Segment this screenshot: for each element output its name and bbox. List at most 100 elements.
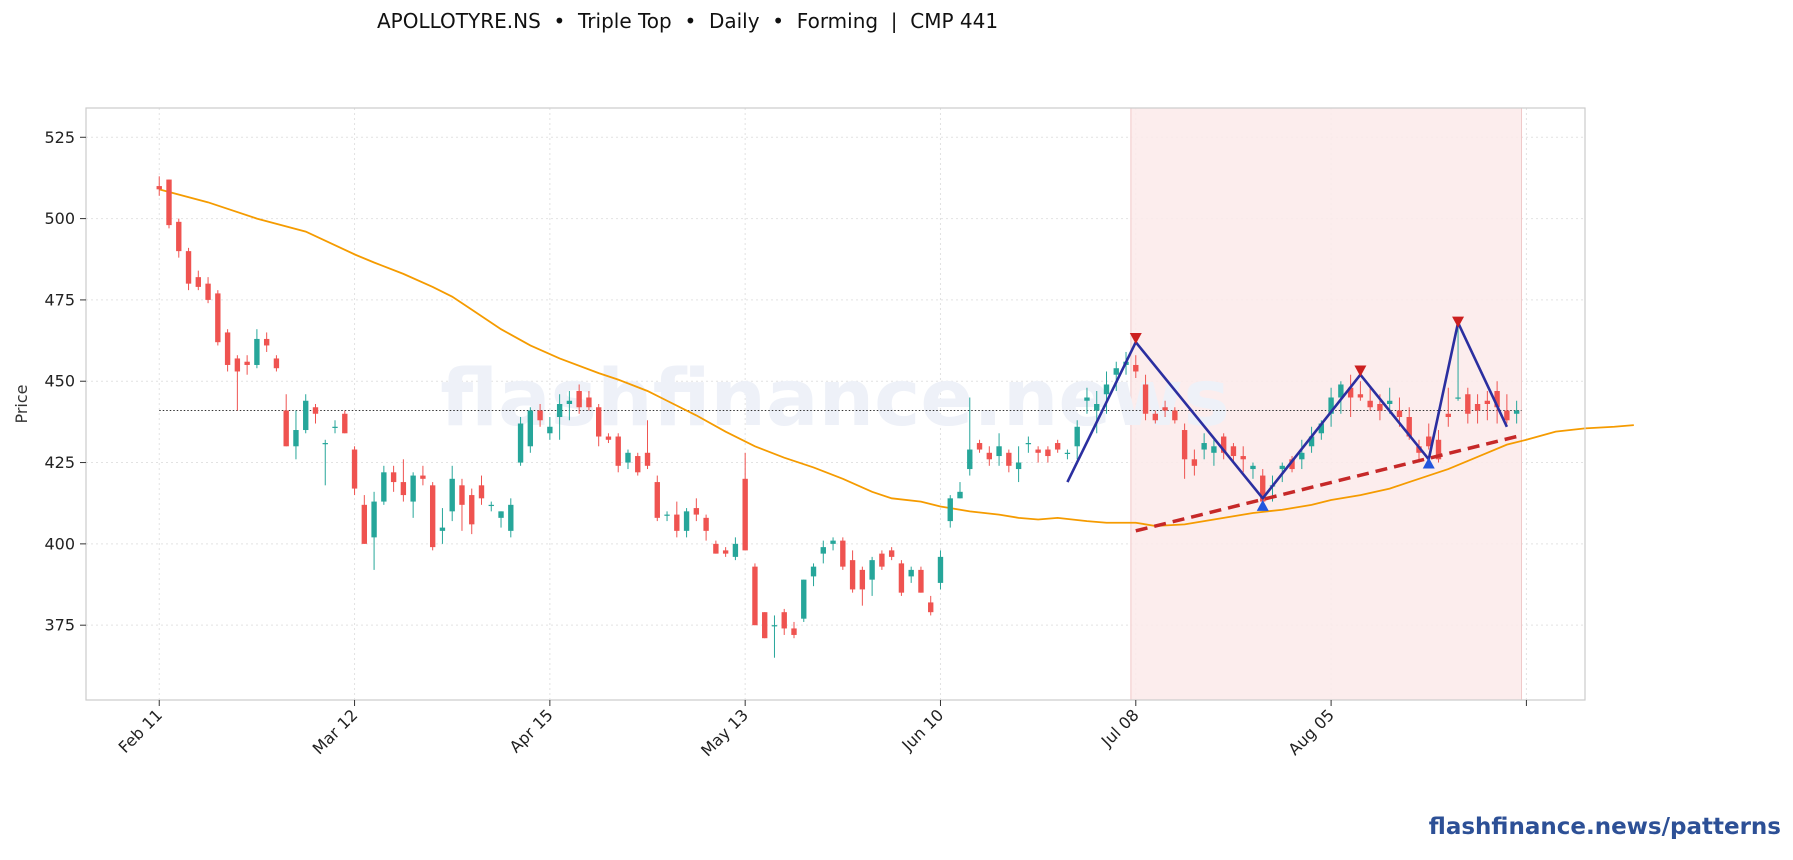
candlesticks — [156, 176, 1520, 658]
candle-body — [1211, 446, 1217, 453]
candle — [1025, 436, 1032, 453]
candle-body — [556, 404, 563, 418]
candle — [254, 329, 260, 369]
source-credit: flashfinance.news/patterns — [1428, 814, 1781, 840]
candle — [859, 566, 866, 606]
support-trendline-line — [1135, 434, 1518, 533]
candle-body — [664, 514, 670, 516]
candle-body — [781, 612, 787, 629]
candle-body — [898, 563, 905, 593]
candle — [332, 420, 338, 434]
candle-body — [1250, 465, 1256, 470]
candle-body — [566, 400, 573, 404]
candle-body — [869, 560, 875, 580]
candle-body — [1025, 443, 1032, 445]
candle-body — [293, 430, 299, 447]
candle-body — [1094, 404, 1100, 411]
candle-body — [1289, 459, 1295, 470]
y-axis-label: Price — [12, 384, 31, 423]
support-trendline — [1135, 434, 1518, 533]
candle-body — [1445, 413, 1451, 418]
candle-body — [576, 390, 582, 408]
candle — [1494, 381, 1500, 424]
candle-body — [1308, 436, 1315, 447]
candle — [1094, 390, 1100, 434]
candle-body — [469, 495, 475, 525]
candle-body — [752, 566, 758, 626]
candle-body — [840, 540, 846, 567]
candle — [928, 595, 934, 616]
candle-body — [1006, 452, 1012, 466]
candle-body — [478, 485, 485, 499]
candle — [937, 550, 944, 590]
candle-body — [1279, 465, 1285, 470]
candle — [488, 501, 494, 512]
x-tick-label: Jul 08 — [1097, 705, 1143, 751]
candle-body — [1377, 404, 1383, 411]
candle — [234, 355, 241, 411]
candle — [801, 579, 807, 622]
candle — [420, 465, 426, 486]
candle — [390, 465, 397, 492]
candle-body — [791, 628, 797, 635]
candle — [351, 446, 358, 496]
candle-body — [234, 358, 241, 372]
candle-body — [654, 482, 660, 518]
candle — [303, 394, 309, 434]
candle-body — [908, 569, 914, 577]
candle-body — [1201, 443, 1207, 450]
y-tick-label: 475 — [44, 290, 75, 309]
candle-body — [771, 625, 778, 627]
candle — [762, 612, 768, 639]
candle — [1015, 446, 1022, 483]
candle-body — [586, 397, 592, 408]
candle — [596, 404, 602, 447]
candle-body — [918, 569, 924, 593]
candle-body — [449, 478, 455, 512]
y-tick-label: 425 — [44, 453, 75, 472]
candle-body — [429, 485, 436, 548]
candle — [771, 615, 778, 658]
candle-body — [1142, 384, 1149, 414]
candle-body — [1416, 446, 1422, 453]
candle — [1084, 387, 1090, 414]
candle — [517, 417, 524, 466]
candle — [1445, 387, 1451, 427]
candle-body — [859, 569, 866, 590]
candle-body — [996, 446, 1002, 457]
candle-body — [957, 491, 963, 499]
x-axis: Feb 11 Mar 12 Apr 15 May 13 Jun 10 Jul 08 Aug … — [115, 700, 1527, 760]
candle-body — [1367, 400, 1373, 408]
candle-body — [1172, 410, 1178, 421]
y-tick-label: 450 — [44, 372, 75, 391]
candle-body — [1260, 475, 1266, 502]
candle — [1201, 433, 1207, 460]
trough-marker — [1256, 499, 1269, 511]
candle-body — [693, 508, 700, 515]
candle — [176, 218, 182, 258]
candle — [820, 540, 826, 564]
candle — [1006, 449, 1012, 473]
candle-body — [390, 472, 397, 483]
candle-body — [166, 179, 172, 226]
candle — [810, 563, 817, 587]
x-tick-label: Apr 15 — [506, 705, 557, 756]
candle-body — [351, 449, 358, 489]
candle-body — [849, 560, 856, 590]
candle-body — [176, 221, 182, 252]
x-tick-label: Jun 10 — [897, 705, 947, 755]
candle — [654, 475, 660, 522]
candle — [1113, 361, 1119, 391]
candle — [1133, 355, 1139, 378]
candle-body — [1494, 390, 1500, 408]
candle — [498, 511, 504, 528]
candle — [1162, 400, 1168, 418]
candle-body — [762, 612, 768, 639]
moving-average — [159, 188, 1634, 527]
candle-body — [312, 407, 319, 414]
candle-body — [527, 410, 534, 447]
y-tick-label: 525 — [44, 128, 75, 147]
candle-body — [1015, 462, 1022, 470]
candle-body — [1191, 459, 1198, 466]
candle — [957, 482, 963, 499]
